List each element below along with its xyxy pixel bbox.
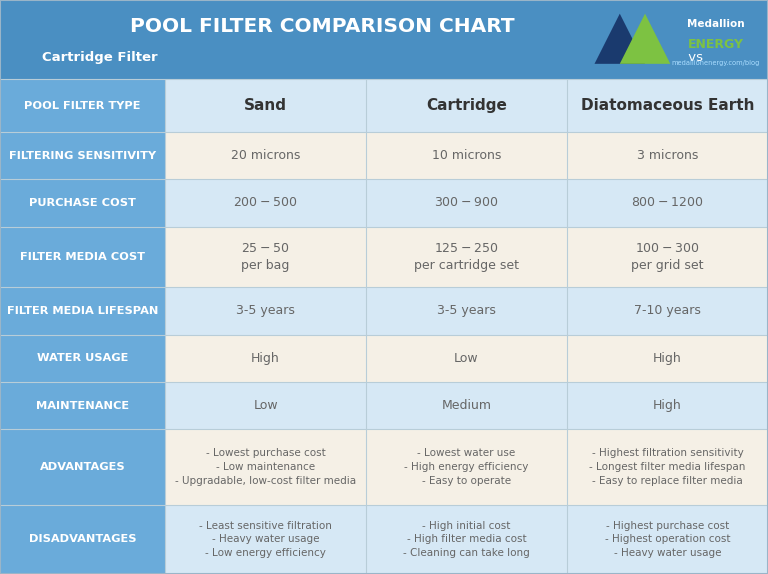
Bar <box>0 79 165 132</box>
Text: - Least sensitive filtration
- Heavy water usage
- Low energy efficiency: - Least sensitive filtration - Heavy wat… <box>199 521 332 558</box>
Bar <box>0 429 165 505</box>
Bar <box>165 429 366 505</box>
Text: WATER USAGE: WATER USAGE <box>37 353 128 363</box>
Bar <box>165 335 366 382</box>
Text: ENERGY: ENERGY <box>687 37 743 51</box>
Polygon shape <box>620 14 670 64</box>
Bar <box>0 0 768 79</box>
Text: Medium: Medium <box>442 399 492 412</box>
Text: medallionenergy.com/blog: medallionenergy.com/blog <box>671 60 760 65</box>
Bar <box>366 335 567 382</box>
Bar <box>567 505 768 574</box>
Text: - Lowest purchase cost
- Low maintenance
- Upgradable, low-cost filter media: - Lowest purchase cost - Low maintenance… <box>175 448 356 486</box>
Bar <box>0 382 165 429</box>
Bar <box>165 79 366 132</box>
Text: Cartridge Filter: Cartridge Filter <box>41 51 157 64</box>
Text: FILTER MEDIA COST: FILTER MEDIA COST <box>20 252 145 262</box>
Text: - Lowest water use
- High energy efficiency
- Easy to operate: - Lowest water use - High energy efficie… <box>405 448 528 486</box>
Bar <box>366 505 567 574</box>
Bar <box>567 429 768 505</box>
Bar <box>0 335 165 382</box>
Text: DISADVANTAGES: DISADVANTAGES <box>29 534 136 545</box>
Bar <box>366 287 567 335</box>
Bar <box>366 79 567 132</box>
Bar <box>366 429 567 505</box>
Bar <box>165 227 366 287</box>
Text: $800-$1200: $800-$1200 <box>631 196 703 210</box>
Bar <box>0 179 165 227</box>
Bar <box>567 287 768 335</box>
Text: MAINTENANCE: MAINTENANCE <box>36 401 129 410</box>
Text: $200-$500: $200-$500 <box>233 196 298 210</box>
Text: vs: vs <box>684 51 707 64</box>
Text: FILTERING SENSITIVITY: FILTERING SENSITIVITY <box>9 150 156 161</box>
Text: Cartridge: Cartridge <box>426 98 507 113</box>
Text: - Highest filtration sensitivity
- Longest filter media lifespan
- Easy to repla: - Highest filtration sensitivity - Longe… <box>589 448 746 486</box>
Bar <box>165 132 366 179</box>
Text: 3-5 years: 3-5 years <box>237 304 295 317</box>
Text: 3 microns: 3 microns <box>637 149 698 162</box>
Text: High: High <box>653 399 682 412</box>
Bar <box>567 79 768 132</box>
Text: Low: Low <box>253 399 278 412</box>
Text: 3-5 years: 3-5 years <box>437 304 496 317</box>
Text: $100-$300
per grid set: $100-$300 per grid set <box>631 242 703 272</box>
Text: $300-$900: $300-$900 <box>435 196 498 210</box>
Bar <box>165 505 366 574</box>
Bar <box>0 287 165 335</box>
Text: $125-$250
per cartridge set: $125-$250 per cartridge set <box>414 242 519 272</box>
Text: PURCHASE COST: PURCHASE COST <box>29 198 136 208</box>
Text: ADVANTAGES: ADVANTAGES <box>40 462 125 472</box>
Bar <box>165 382 366 429</box>
Bar <box>366 179 567 227</box>
Text: Medallion: Medallion <box>687 19 744 29</box>
Bar <box>567 179 768 227</box>
Text: Sand: Sand <box>244 98 287 113</box>
Text: High: High <box>653 352 682 364</box>
Text: High: High <box>251 352 280 364</box>
Bar <box>165 179 366 227</box>
Bar <box>366 227 567 287</box>
Bar <box>0 505 165 574</box>
Text: 20 microns: 20 microns <box>231 149 300 162</box>
Bar <box>0 132 165 179</box>
Bar <box>567 132 768 179</box>
Bar <box>567 382 768 429</box>
Text: POOL FILTER TYPE: POOL FILTER TYPE <box>25 100 141 111</box>
Text: 10 microns: 10 microns <box>432 149 502 162</box>
Text: Diatomaceous Earth: Diatomaceous Earth <box>581 98 754 113</box>
Text: 7-10 years: 7-10 years <box>634 304 701 317</box>
Bar <box>0 227 165 287</box>
Bar <box>366 382 567 429</box>
Text: Low: Low <box>454 352 479 364</box>
Polygon shape <box>594 14 645 64</box>
Bar <box>567 227 768 287</box>
Bar <box>567 335 768 382</box>
Text: $25-$50
per bag: $25-$50 per bag <box>241 242 290 272</box>
Bar <box>366 132 567 179</box>
Text: - High initial cost
- High filter media cost
- Cleaning can take long: - High initial cost - High filter media … <box>403 521 530 558</box>
Bar <box>165 287 366 335</box>
Text: POOL FILTER COMPARISON CHART: POOL FILTER COMPARISON CHART <box>131 17 515 36</box>
Text: FILTER MEDIA LIFESPAN: FILTER MEDIA LIFESPAN <box>7 306 158 316</box>
Text: - Highest purchase cost
- Highest operation cost
- Heavy water usage: - Highest purchase cost - Highest operat… <box>604 521 730 558</box>
